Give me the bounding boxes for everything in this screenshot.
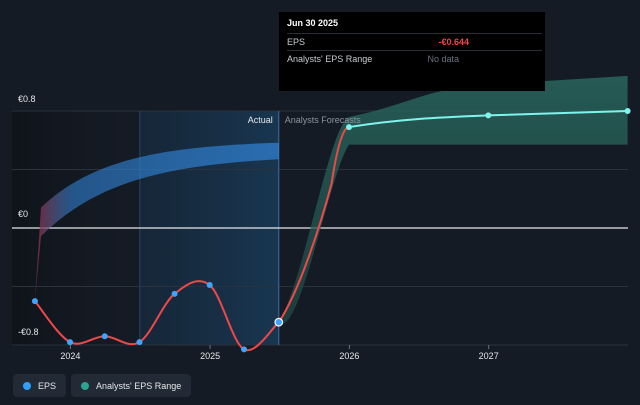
x-tick-label: 2024 [60, 351, 80, 361]
hover-tooltip: Jun 30 2025 EPS -€0.644 Analysts' EPS Ra… [279, 12, 545, 91]
x-tick-label: 2027 [479, 351, 499, 361]
eps-line [34, 280, 280, 352]
section-label-forecast: Analysts Forecasts [285, 115, 362, 125]
eps-point[interactable] [67, 339, 74, 346]
eps-point[interactable] [136, 339, 143, 346]
forecast-point[interactable] [485, 112, 492, 119]
actual-range-band [34, 142, 279, 302]
y-tick-label: €0.8 [18, 94, 36, 104]
legend-dot-eps-icon [23, 381, 31, 390]
tooltip-range-value: No data [427, 54, 459, 64]
legend-item-eps[interactable]: EPS [13, 374, 67, 397]
legend-label-eps: EPS [38, 380, 57, 391]
y-tick-label: -€0.8 [18, 327, 39, 337]
tooltip-date: Jun 30 2025 [287, 18, 339, 28]
legend-dot-range-icon [81, 381, 90, 390]
eps-point[interactable] [171, 290, 178, 297]
tooltip-range-label: Analysts' EPS Range [287, 54, 373, 64]
x-tick-label: 2025 [200, 351, 220, 361]
chart-points[interactable] [31, 108, 631, 353]
legend-item-range[interactable]: Analysts' EPS Range [71, 374, 192, 397]
x-tick-label: 2026 [339, 351, 359, 361]
tooltip-row-range: Analysts' EPS Range No data [287, 50, 542, 67]
eps-point[interactable] [206, 282, 213, 289]
legend-label-range: Analysts' EPS Range [96, 380, 182, 391]
tooltip-row-eps: EPS -€0.644 [287, 33, 542, 50]
forecast-point[interactable] [346, 124, 353, 131]
eps-point[interactable] [31, 298, 38, 305]
eps-transition-line [277, 126, 350, 323]
eps-point-selected[interactable] [274, 317, 284, 327]
chart-labels: €0.8 €0 -€0.8 2024 2025 2026 2027 Actual Analyst… [18, 94, 499, 361]
forecast-range-band [278, 75, 628, 324]
tooltip-eps-label: EPS [287, 37, 306, 47]
tooltip-eps-value: -€0.644 [438, 37, 469, 47]
eps-point[interactable] [241, 346, 248, 353]
chart-lines [34, 110, 628, 352]
y-tick-label: €0 [18, 209, 28, 219]
chart-legend: EPS Analysts' EPS Range [13, 374, 192, 397]
forecast-line [348, 110, 628, 129]
eps-point[interactable] [101, 333, 108, 340]
section-label-actual: Actual [248, 115, 273, 125]
forecast-point[interactable] [624, 108, 631, 114]
chart-bands [34, 75, 628, 324]
